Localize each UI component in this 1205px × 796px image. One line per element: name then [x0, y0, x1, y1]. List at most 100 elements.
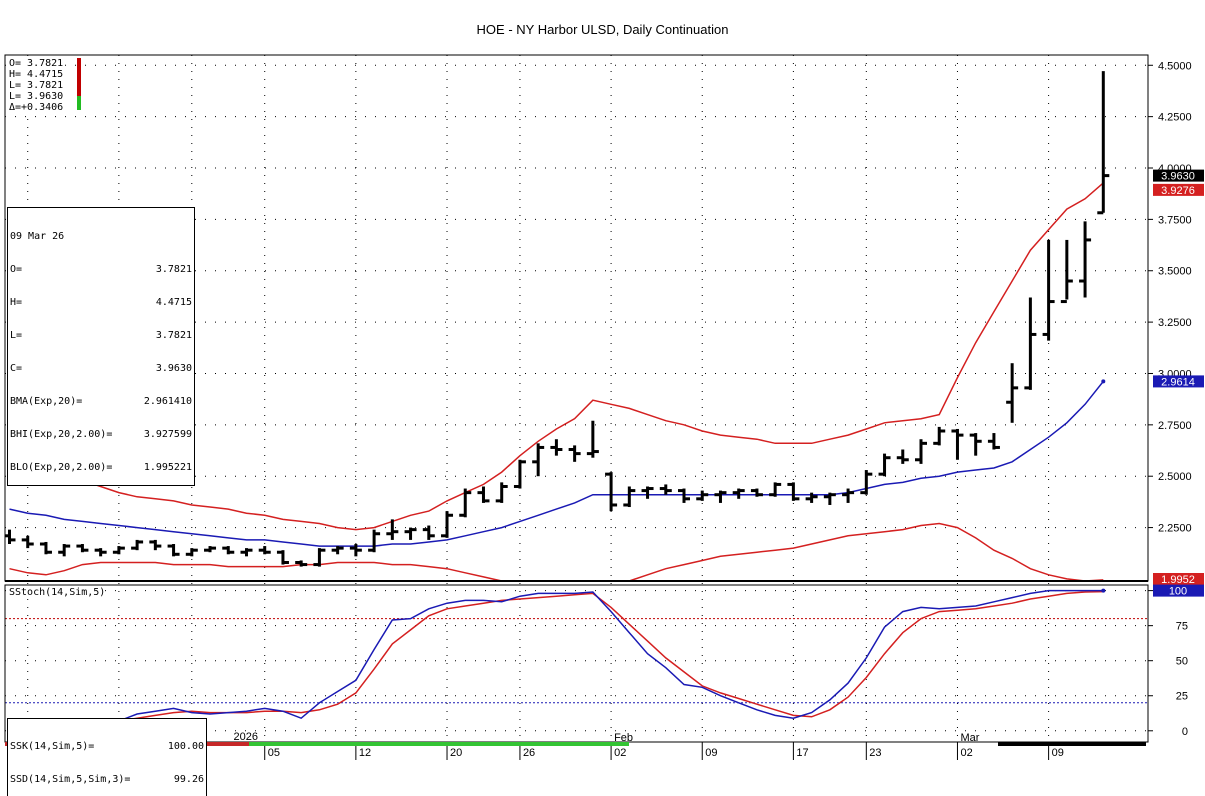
price-bar: [1079, 221, 1092, 298]
detail-row: BMA(Exp,20)= 2.961410: [10, 396, 192, 407]
blo-badge-bg: [1153, 573, 1204, 585]
y-tick-label: 3.2500: [1158, 317, 1192, 329]
price-bar: [860, 470, 873, 495]
ssk-line: [9, 589, 1104, 725]
bollinger-mid-line: [9, 380, 1104, 547]
price-bar: [21, 535, 34, 549]
price-bar: [495, 482, 508, 503]
y-tick-label: 2.2500: [1158, 523, 1192, 535]
y-tick-label: 4.2500: [1158, 112, 1192, 124]
x-tick-label: 17: [796, 747, 808, 759]
price-bar: [586, 420, 599, 458]
axes: 4.50004.25004.00003.75003.50003.25003.00…: [5, 58, 1204, 760]
blo-badge-text: 1.9952: [1161, 574, 1195, 586]
price-bar: [750, 488, 763, 497]
x-tick-label: 26: [523, 747, 535, 759]
ohlc-open: O= 3.7821: [9, 58, 64, 69]
stoch-tick-label: 75: [1176, 621, 1188, 633]
ssd-row: SSD(14,Sim,5,Sim,3)= 99.26: [10, 774, 204, 785]
price-bar: [1060, 239, 1073, 304]
price-bar: [1097, 71, 1110, 215]
price-bar: [696, 490, 709, 501]
y-tick-label: 2.5000: [1158, 471, 1192, 483]
price-bar: [568, 445, 581, 462]
price-bar: [933, 426, 946, 446]
price-bar: [5, 529, 16, 545]
x-tick-label: 23: [869, 747, 881, 759]
price-bar: [39, 541, 52, 555]
ohlc-readout: O= 3.7821 H= 4.4715 L= 3.7821 L= 3.9630 Δ=+0…: [7, 58, 66, 113]
price-bar: [714, 490, 727, 503]
price-bar: [404, 527, 417, 540]
price-bar: [422, 525, 435, 540]
ssk-row: SSK(14,Sim,5)= 100.00: [10, 741, 204, 752]
price-bar: [459, 488, 472, 518]
price-bar: [805, 492, 818, 503]
price-bar: [349, 544, 362, 557]
stoch-tick-label: 0: [1182, 726, 1188, 738]
price-bar: [532, 443, 545, 477]
ohlc-delta: Δ=+0.3406: [9, 102, 64, 113]
chart-frame: [4, 54, 1149, 743]
price-bar: [112, 546, 125, 555]
price-bar: [331, 546, 344, 555]
price-badge-text: 3.9630: [1161, 171, 1195, 183]
price-bar: [204, 546, 217, 553]
bma-badge-text: 2.9614: [1161, 376, 1195, 388]
price-bar: [787, 482, 800, 501]
price-bar: [477, 486, 490, 503]
price-bar: [842, 488, 855, 503]
price-bar: [732, 488, 745, 499]
price-bar: [1042, 239, 1055, 341]
price-bar: [823, 492, 836, 505]
x-tick-label: 20: [450, 747, 462, 759]
price-bars: [5, 71, 1110, 567]
x-tick-label: 09: [1052, 747, 1064, 759]
chart-title: HOE - NY Harbor ULSD, Daily Continuation: [476, 22, 729, 37]
price-bar: [58, 544, 71, 557]
x-year-label: 2026: [233, 731, 257, 743]
price-bar: [951, 428, 964, 460]
price-bar: [878, 453, 891, 477]
price-bar: [94, 548, 107, 557]
price-bar: [659, 484, 672, 495]
stoch-badge-text: 100: [1169, 586, 1187, 598]
price-bar: [368, 529, 381, 553]
x-tick-label: 02: [614, 747, 626, 759]
price-bar: [386, 519, 399, 540]
price-bar: [441, 511, 454, 538]
blo-badge: 1.9952: [1153, 573, 1204, 586]
stoch-tick-label: 50: [1176, 656, 1188, 668]
bollinger-bands: [9, 182, 1106, 581]
bollinger-lower-line: [9, 522, 1104, 581]
ohlc-close: L= 3.9630: [9, 91, 64, 102]
y-tick-label: 4.5000: [1158, 60, 1192, 72]
stoch-badge: 100: [1153, 584, 1204, 598]
ohlc-low: L= 3.7821: [9, 80, 64, 91]
price-bar: [513, 459, 526, 489]
price-bar: [258, 546, 271, 555]
x-tick-label: 02: [960, 747, 972, 759]
bhi-badge-text: 3.9276: [1161, 185, 1195, 197]
period-bar-black: [998, 742, 1146, 746]
price-bar: [1006, 363, 1019, 423]
y-tick-label: 2.7500: [1158, 420, 1192, 432]
price-bar: [605, 472, 618, 512]
detail-row: BHI(Exp,20,2.00)= 3.927599: [10, 429, 192, 440]
x-tick-label: 12: [359, 747, 371, 759]
price-bar: [1024, 297, 1037, 390]
bma-badge: 2.9614: [1153, 375, 1204, 388]
detail-readout: 09 Mar 26 O= 3.7821 H= 4.4715 L= 3.7821 C= 3…: [7, 207, 195, 486]
price-bar: [276, 550, 289, 565]
ohlc-green-marker: [77, 96, 81, 110]
price-badge: 3.9630: [1153, 169, 1204, 183]
bhi-badge: 3.9276: [1153, 183, 1204, 197]
price-bar: [76, 544, 89, 553]
price-bar: [131, 539, 144, 551]
stoch-readout: SSK(14,Sim,5)= 100.00 SSD(14,Sim,5,Sim,3)…: [7, 718, 207, 796]
price-bar: [313, 548, 326, 567]
detail-row: C= 3.9630: [10, 363, 192, 374]
y-tick-label: 3.7500: [1158, 214, 1192, 226]
detail-date: 09 Mar 26: [10, 231, 65, 242]
chart-canvas: 4.50004.25004.00003.75003.50003.25003.00…: [4, 54, 1204, 760]
